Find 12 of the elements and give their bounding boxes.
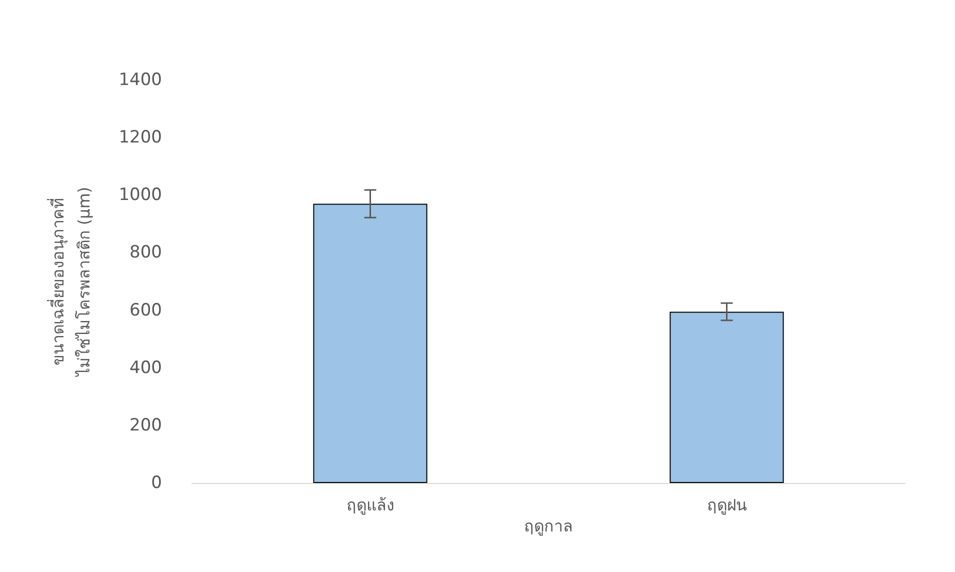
x-tick-label: ฤดูฝน [706, 496, 747, 516]
y-tick-label: 1200 [118, 128, 162, 148]
x-axis-title: ฤดูกาล [524, 516, 573, 536]
y-tick-label: 1400 [118, 70, 162, 90]
y-tick-label: 400 [130, 358, 162, 378]
y-tick-label: 200 [130, 415, 162, 436]
x-tick-label: ฤดูแล้ง [346, 496, 394, 516]
y-tick-label: 800 [130, 242, 162, 263]
y-axis-title: ขนาดเฉลี่ยของอนุภาคที่ ไม่ใช่ไมโครพลาสติก (µm) [46, 186, 94, 378]
y-tick-label: 600 [130, 300, 162, 320]
y-tick-label: 1000 [118, 185, 162, 206]
y-tick-label: 0 [151, 473, 162, 493]
